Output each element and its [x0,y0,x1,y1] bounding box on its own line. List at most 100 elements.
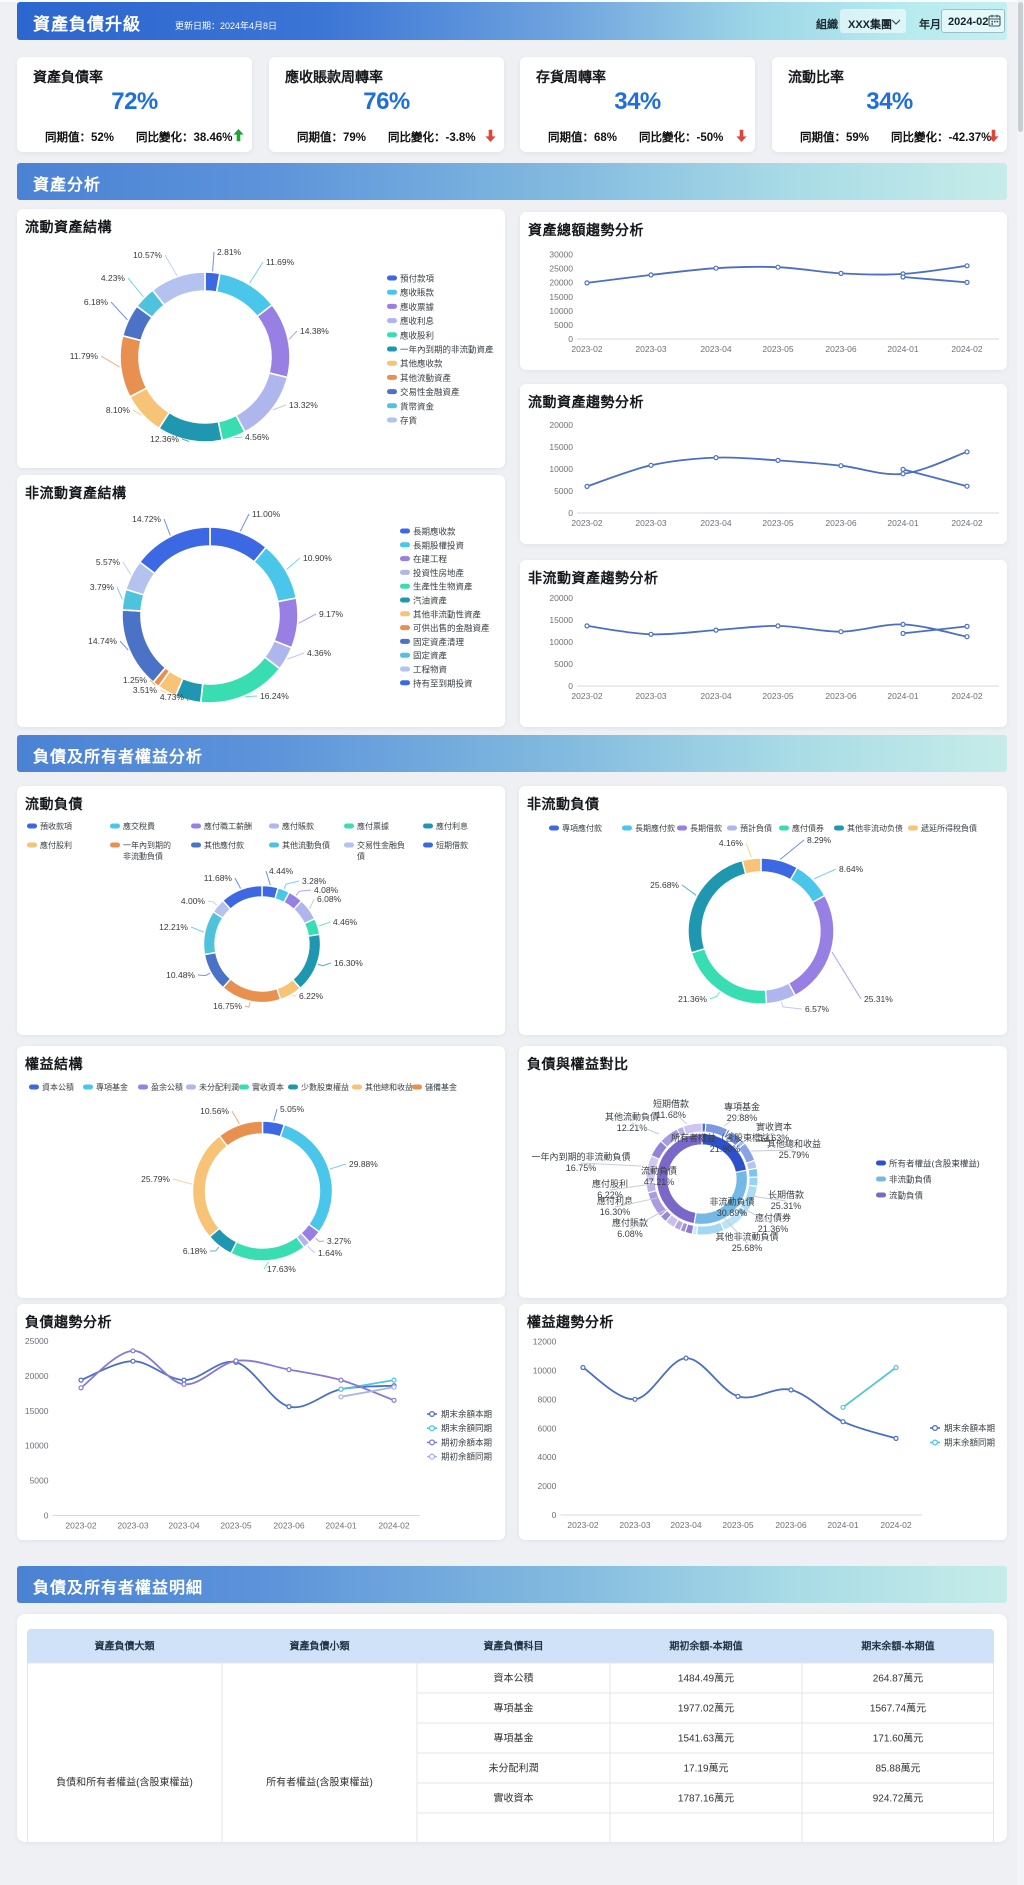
svg-text:6000: 6000 [537,1423,556,1433]
svg-text:固定資產: 固定資產 [413,651,448,661]
svg-text:短期借款: 短期借款 [653,1098,689,1109]
svg-text:2023-06: 2023-06 [825,344,856,354]
svg-text:5000: 5000 [554,486,573,496]
svg-text:20000: 20000 [549,420,573,430]
svg-text:期初余額-本期值: 期初余額-本期值 [669,1640,742,1653]
svg-text:长期借款: 长期借款 [768,1189,804,1200]
svg-text:專項基金: 專項基金 [724,1101,760,1112]
svg-text:14.72%: 14.72% [132,514,161,524]
svg-text:所有者權益（含股東權益）: 所有者權益（含股東權益） [671,1132,779,1143]
svg-text:0: 0 [568,681,573,691]
svg-text:10.57%: 10.57% [133,250,162,260]
svg-text:25.79%: 25.79% [779,1150,810,1160]
svg-text:應付賬款: 應付賬款 [282,821,314,831]
svg-text:2023-02: 2023-02 [571,518,602,528]
svg-text:20000: 20000 [549,593,573,603]
svg-text:1.64%: 1.64% [318,1248,343,1258]
svg-text:2023-03: 2023-03 [635,344,666,354]
svg-text:2023-05: 2023-05 [762,518,793,528]
svg-text:其他總和收益: 其他總和收益 [767,1138,821,1149]
svg-text:資產負債大類: 資產負債大類 [95,1640,156,1653]
svg-text:流動負債: 流動負債 [641,1165,677,1176]
svg-text:期初余額同期: 期初余額同期 [441,1452,492,1462]
svg-text:25.31%: 25.31% [771,1201,802,1211]
svg-text:盈余公積: 盈余公積 [151,1082,183,1092]
svg-text:10.90%: 10.90% [303,553,332,563]
svg-text:21.36%: 21.36% [678,994,707,1004]
svg-text:5.05%: 5.05% [280,1104,305,1114]
svg-text:0: 0 [568,508,573,518]
svg-text:10000: 10000 [549,306,573,316]
svg-text:171.60萬元: 171.60萬元 [873,1732,924,1745]
svg-text:6.18%: 6.18% [183,1246,208,1256]
svg-text:應付債券: 應付債券 [792,823,824,833]
svg-text:期末余額本期: 期末余額本期 [441,1409,492,1419]
svg-text:生產性生物資產: 生產性生物資產 [413,582,473,592]
svg-text:流動負債: 流動負債 [889,1191,924,1201]
svg-text:2023-02: 2023-02 [567,1520,598,1530]
svg-text:25.68%: 25.68% [650,880,679,890]
svg-text:0: 0 [44,1511,49,1521]
svg-text:10.48%: 10.48% [166,970,195,980]
svg-text:2024-01: 2024-01 [887,344,918,354]
svg-text:10000: 10000 [533,1365,557,1375]
svg-text:未分配利潤: 未分配利潤 [199,1082,239,1092]
svg-text:2024-02: 2024-02 [951,691,982,701]
svg-text:6.18%: 6.18% [84,297,109,307]
svg-text:應付債券: 應付債券 [755,1212,791,1223]
svg-text:4000: 4000 [537,1452,556,1462]
svg-text:其他流動負債: 其他流動負債 [605,1111,659,1122]
svg-text:6.08%: 6.08% [317,894,342,904]
svg-text:應收利息: 應收利息 [400,316,435,326]
svg-text:應付賬款: 應付賬款 [612,1217,648,1228]
svg-text:1484.49萬元: 1484.49萬元 [678,1672,734,1685]
svg-text:專項應付款: 專項應付款 [562,823,602,833]
svg-text:非流動負債: 非流動負債 [889,1175,932,1185]
svg-text:3.28%: 3.28% [302,876,327,886]
svg-text:30000: 30000 [549,250,573,260]
svg-text:預付款項: 預付款項 [400,274,435,284]
svg-text:16.30%: 16.30% [334,958,363,968]
svg-text:期初余額本期: 期初余額本期 [441,1437,492,1447]
svg-text:25000: 25000 [549,264,573,274]
svg-text:1541.63萬元: 1541.63萬元 [678,1732,734,1745]
svg-text:4.36%: 4.36% [307,648,332,658]
svg-text:6.22%: 6.22% [299,991,324,1001]
svg-text:短期借款: 短期借款 [436,840,468,850]
svg-text:4.44%: 4.44% [269,866,294,876]
svg-text:其他應付款: 其他應付款 [204,840,244,850]
svg-text:2023-05: 2023-05 [220,1521,251,1531]
svg-text:10000: 10000 [549,464,573,474]
svg-text:2023-04: 2023-04 [168,1521,199,1531]
svg-text:29.88%: 29.88% [727,1113,758,1123]
svg-text:應交稅費: 應交稅費 [123,821,155,831]
svg-text:3.51%: 3.51% [133,685,158,695]
svg-text:9.17%: 9.17% [319,609,344,619]
svg-text:期末余額-本期值: 期末余額-本期值 [861,1640,934,1653]
svg-text:2024-02: 2024-02 [378,1521,409,1531]
svg-text:12.21%: 12.21% [159,922,188,932]
svg-text:4.46%: 4.46% [333,917,358,927]
svg-text:2024-01: 2024-01 [887,518,918,528]
svg-text:4.16%: 4.16% [719,838,744,848]
svg-text:11.79%: 11.79% [70,351,99,361]
svg-text:11.69%: 11.69% [266,257,295,267]
svg-text:投資性房地產: 投資性房地產 [413,568,465,578]
svg-text:期末余額同期: 期末余額同期 [944,1438,995,1448]
svg-text:30.89%: 30.89% [717,1208,748,1218]
svg-text:預計負債: 預計負債 [740,823,772,833]
svg-text:15000: 15000 [549,292,573,302]
svg-text:資產負債小類: 資產負債小類 [290,1640,351,1653]
svg-text:其他非流动负债: 其他非流动负债 [847,823,903,833]
svg-text:2024-02: 2024-02 [951,518,982,528]
svg-text:其他流動資產: 其他流動資產 [400,373,452,383]
svg-text:3.79%: 3.79% [90,582,115,592]
svg-text:2024-02: 2024-02 [880,1520,911,1530]
svg-text:實收資本: 實收資本 [494,1792,534,1805]
svg-text:存貨: 存貨 [400,416,418,426]
svg-text:所有者權益(含股東權益): 所有者權益(含股東權益) [889,1159,980,1169]
svg-text:10000: 10000 [25,1441,49,1451]
svg-text:2023-03: 2023-03 [619,1520,650,1530]
svg-text:2023-02: 2023-02 [571,344,602,354]
svg-text:2024-01: 2024-01 [325,1521,356,1531]
